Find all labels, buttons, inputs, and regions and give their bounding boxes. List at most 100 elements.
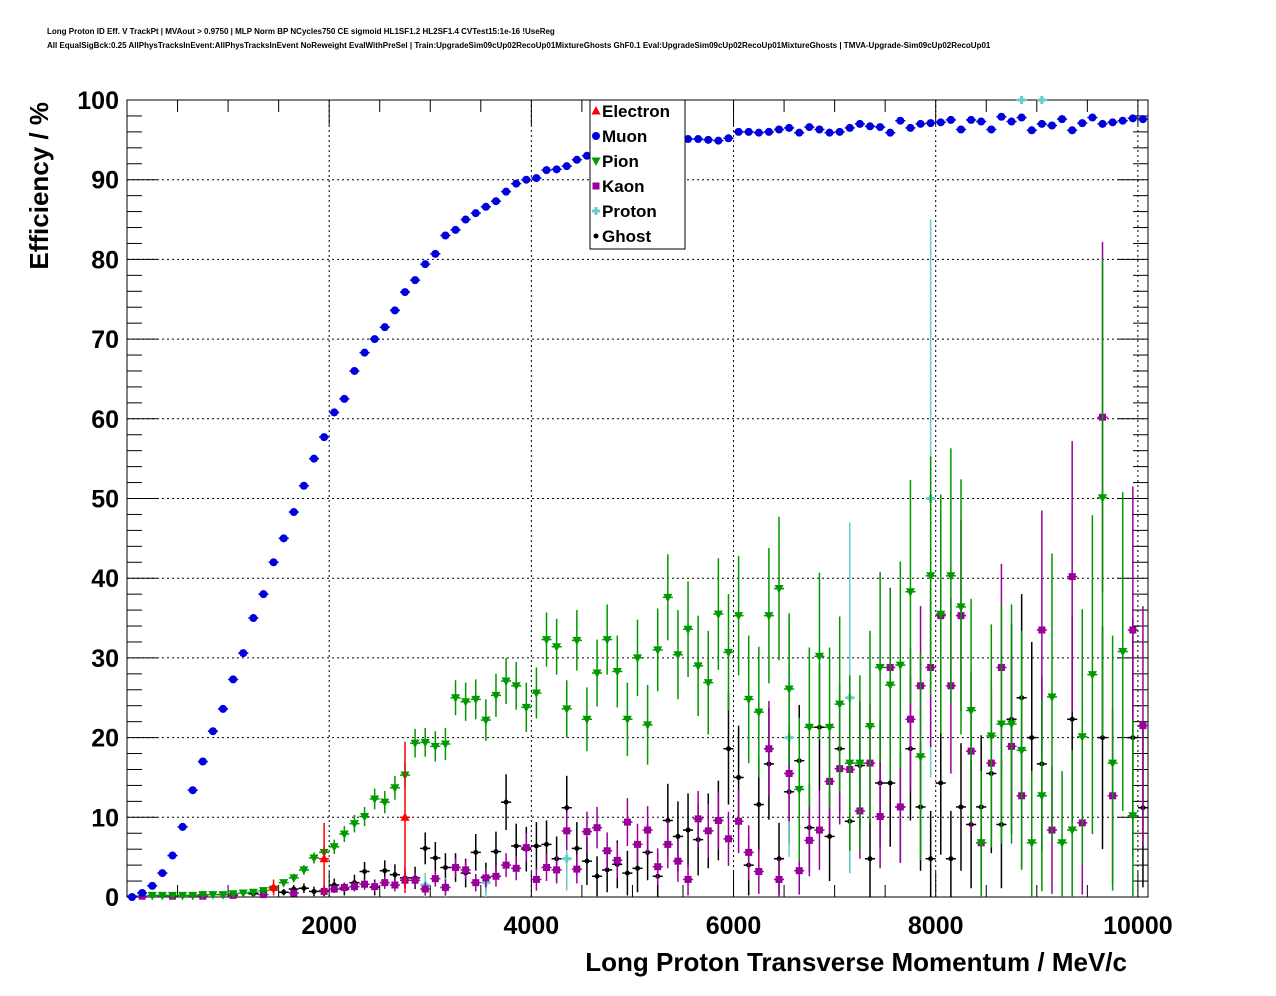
- data-point-muon: [370, 335, 379, 344]
- series-pion: [147, 258, 1138, 901]
- data-point-pion: [865, 722, 875, 732]
- data-point-muon: [835, 127, 844, 136]
- x-tick-label: 6000: [706, 912, 762, 940]
- data-point-muon: [1108, 118, 1117, 127]
- data-point-kaon: [532, 875, 540, 883]
- data-point-ghost: [1029, 735, 1035, 741]
- data-point-pion: [825, 723, 835, 733]
- data-point-ghost: [887, 780, 893, 786]
- data-point-pion: [602, 636, 612, 645]
- data-point-kaon: [785, 769, 793, 777]
- data-point-kaon: [623, 818, 631, 826]
- data-point-ghost: [604, 867, 610, 873]
- data-point-pion: [1128, 812, 1138, 821]
- data-point-muon: [1007, 117, 1016, 126]
- data-point-pion: [633, 654, 642, 663]
- data-point-pion: [835, 700, 845, 710]
- y-axis-title: Efficiency / %: [24, 102, 54, 270]
- data-point-kaon: [795, 867, 803, 875]
- data-point-muon: [219, 704, 228, 713]
- y-tick-label: 70: [91, 326, 119, 354]
- data-point-kaon: [755, 867, 763, 875]
- data-point-ghost: [544, 841, 550, 847]
- data-point-pion: [723, 648, 733, 658]
- data-point-ghost: [281, 889, 287, 895]
- data-point-pion: [572, 636, 582, 646]
- data-point-muon: [441, 231, 450, 240]
- data-point-kaon: [350, 883, 358, 891]
- data-point-muon: [1068, 126, 1077, 135]
- data-point-pion: [542, 636, 552, 645]
- data-point-muon: [866, 122, 875, 131]
- data-point-kaon: [563, 827, 571, 835]
- data-point-muon: [997, 112, 1006, 121]
- data-point-pion: [178, 891, 188, 901]
- data-point-muon: [542, 166, 551, 175]
- data-point-ghost: [867, 856, 873, 862]
- data-point-pion: [754, 708, 764, 718]
- data-point-muon: [138, 889, 147, 898]
- data-point-muon: [886, 128, 895, 137]
- data-point-kaon: [452, 864, 460, 872]
- data-point-pion: [289, 874, 299, 883]
- data-point-pion: [956, 603, 966, 612]
- data-point-kaon: [583, 828, 591, 836]
- data-point-muon: [390, 306, 399, 315]
- data-point-muon: [754, 128, 763, 137]
- data-point-muon: [491, 197, 500, 206]
- data-point-muon: [310, 454, 319, 463]
- data-point-muon: [936, 118, 945, 127]
- data-point-pion: [481, 716, 491, 726]
- data-point-pion: [360, 813, 370, 822]
- data-point-kaon: [634, 840, 641, 848]
- data-point-muon: [805, 123, 814, 132]
- data-point-pion: [986, 732, 996, 742]
- data-point-muon: [532, 174, 541, 183]
- data-point-ghost: [533, 843, 539, 849]
- data-point-kaon: [906, 715, 914, 723]
- data-point-pion: [703, 679, 713, 688]
- data-point-pion: [875, 663, 885, 673]
- data-point-muon: [906, 123, 915, 132]
- data-point-kaon: [735, 817, 743, 825]
- data-point-kaon: [361, 880, 369, 888]
- data-point-kaon: [1038, 626, 1046, 634]
- data-point-ghost: [776, 856, 782, 862]
- data-point-pion: [279, 879, 289, 888]
- data-point-pion: [299, 866, 309, 875]
- data-point-ghost: [493, 849, 499, 855]
- data-point-muon: [502, 187, 511, 196]
- data-point-pion: [380, 798, 390, 808]
- legend-label-pion: Pion: [602, 152, 639, 171]
- data-point-pion: [410, 739, 420, 749]
- data-point-ghost: [392, 872, 398, 878]
- data-point-muon: [916, 119, 925, 128]
- data-point-muon: [380, 323, 389, 332]
- y-tick-label: 100: [77, 87, 119, 115]
- data-point-ghost: [362, 868, 368, 874]
- data-point-kaon: [815, 826, 823, 834]
- data-point-electron: [400, 812, 410, 821]
- data-point-ghost: [756, 802, 762, 808]
- data-point-pion: [501, 677, 511, 687]
- data-point-muon: [764, 127, 773, 136]
- data-point-muon: [845, 123, 854, 132]
- data-point-kaon: [694, 815, 702, 823]
- data-point-pion: [936, 610, 946, 620]
- legend-label-muon: Muon: [602, 127, 647, 146]
- data-point-pion: [885, 681, 895, 690]
- data-point-muon: [967, 115, 976, 124]
- data-point-pion: [1027, 839, 1037, 848]
- data-point-muon: [289, 508, 298, 517]
- data-point-muon: [229, 675, 238, 684]
- legend-label-kaon: Kaon: [602, 177, 645, 196]
- data-point-pion: [440, 740, 450, 749]
- data-point-kaon: [340, 883, 348, 891]
- y-tick-label: 20: [91, 725, 119, 753]
- x-tick-label: 8000: [908, 912, 964, 940]
- data-point-kaon: [553, 866, 561, 874]
- data-point-pion: [905, 588, 915, 597]
- legend-box: [589, 99, 686, 250]
- data-point-muon: [876, 123, 885, 132]
